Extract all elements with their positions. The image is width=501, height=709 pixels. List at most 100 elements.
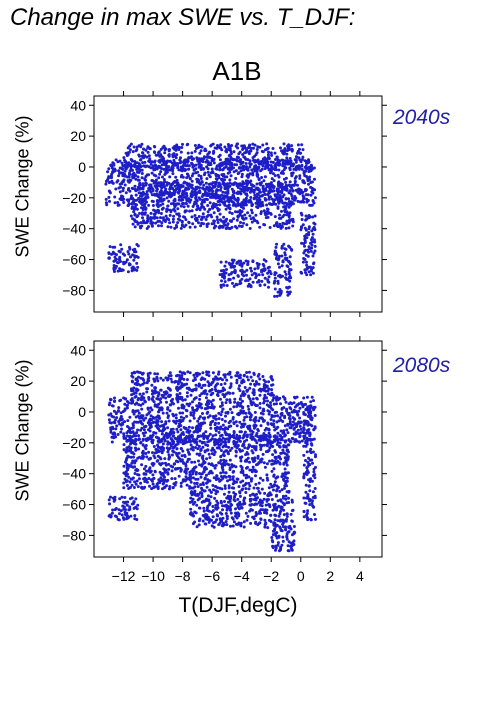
data-point: [181, 142, 184, 146]
data-point: [154, 485, 157, 489]
data-point: [143, 485, 147, 489]
data-point: [226, 479, 229, 483]
data-point: [185, 194, 189, 198]
data-point: [200, 386, 204, 390]
data-point: [269, 520, 273, 523]
data-point: [275, 475, 279, 479]
data-point: [290, 147, 294, 151]
data-point: [301, 180, 305, 184]
data-point: [259, 190, 262, 194]
data-point: [152, 420, 156, 424]
data-point: [266, 449, 270, 453]
data-point: [133, 441, 137, 445]
data-point: [138, 158, 142, 162]
data-point: [176, 162, 180, 165]
y-tick-label: 40: [70, 97, 86, 113]
data-point: [269, 418, 273, 421]
data-point: [181, 201, 185, 205]
data-point: [107, 418, 111, 422]
data-point: [226, 496, 230, 500]
data-point: [284, 400, 288, 404]
data-point: [213, 443, 217, 447]
data-point: [211, 195, 215, 199]
data-point: [276, 262, 280, 266]
data-point: [263, 491, 267, 495]
data-point: [155, 397, 159, 401]
data-point: [134, 437, 138, 441]
data-point: [284, 452, 287, 456]
data-point: [246, 378, 250, 382]
data-point: [195, 407, 199, 411]
data-point: [140, 142, 144, 146]
data-point: [191, 379, 195, 383]
data-point: [224, 411, 228, 415]
data-point: [246, 456, 250, 460]
data-point: [157, 416, 161, 420]
data-point: [247, 186, 251, 190]
data-point: [118, 267, 122, 271]
data-point: [171, 449, 175, 453]
data-point: [212, 211, 216, 215]
data-point: [140, 172, 144, 175]
data-point: [311, 254, 315, 258]
data-point: [178, 380, 182, 384]
data-point: [275, 395, 279, 399]
data-point: [120, 427, 123, 431]
data-point: [268, 459, 271, 463]
data-point: [305, 236, 309, 240]
data-point: [250, 211, 254, 215]
data-point: [227, 486, 231, 490]
data-point: [310, 236, 314, 240]
data-point: [191, 222, 195, 226]
data-point: [207, 472, 211, 475]
data-point: [108, 502, 111, 506]
data-point: [208, 175, 212, 179]
data-point: [240, 381, 244, 385]
data-point: [259, 448, 263, 451]
data-point: [237, 152, 241, 156]
data-point: [263, 283, 267, 287]
data-point: [228, 211, 232, 214]
data-point: [250, 208, 253, 212]
data-point: [266, 389, 270, 393]
data-point: [221, 465, 224, 469]
data-point: [307, 250, 310, 254]
data-point: [132, 164, 136, 168]
data-point: [149, 162, 153, 166]
data-point: [129, 167, 133, 171]
data-point: [229, 524, 232, 528]
data-point: [207, 452, 211, 456]
data-point: [119, 260, 122, 263]
data-point: [255, 198, 259, 202]
data-point: [111, 496, 115, 500]
data-point: [285, 286, 289, 289]
data-point: [203, 190, 207, 194]
data-point: [141, 451, 144, 455]
data-point: [168, 395, 171, 398]
data-point: [153, 469, 157, 473]
data-point: [228, 181, 232, 185]
data-point: [215, 178, 219, 181]
data-point: [228, 475, 232, 479]
data-point: [248, 165, 252, 169]
data-point: [125, 503, 129, 507]
data-point: [147, 203, 151, 207]
data-point: [196, 425, 200, 428]
data-point: [222, 283, 226, 287]
data-point: [162, 182, 166, 186]
data-point: [257, 273, 261, 277]
data-point: [278, 396, 282, 400]
data-point: [194, 396, 198, 400]
data-point: [128, 148, 132, 152]
data-point: [226, 157, 230, 161]
data-point: [176, 186, 180, 189]
data-point: [132, 392, 136, 396]
data-point: [244, 491, 248, 494]
data-point: [199, 206, 203, 209]
data-point: [216, 221, 220, 224]
data-point: [164, 396, 168, 400]
data-point: [169, 225, 173, 229]
data-point: [162, 436, 166, 440]
data-point: [208, 432, 212, 436]
data-point: [206, 153, 210, 156]
